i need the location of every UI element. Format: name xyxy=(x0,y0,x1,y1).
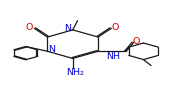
Text: O: O xyxy=(112,23,119,32)
Text: O: O xyxy=(26,23,33,32)
Text: N: N xyxy=(64,24,72,33)
Text: O: O xyxy=(133,37,140,46)
Text: NH: NH xyxy=(106,52,120,61)
Text: N: N xyxy=(49,45,56,54)
Text: NH₂: NH₂ xyxy=(66,68,84,77)
